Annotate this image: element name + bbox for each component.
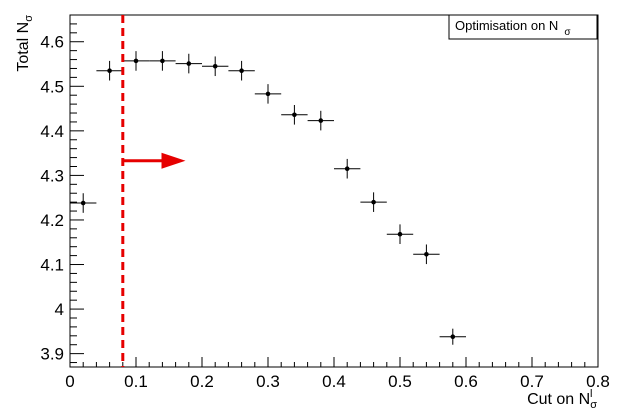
y-axis-title-subscript: σ (23, 15, 35, 22)
x-tick-label: 0.4 (322, 372, 346, 391)
x-axis-title: Cut on Nσl (527, 388, 597, 411)
data-point (149, 51, 176, 71)
y-tick-label: 4.5 (40, 77, 64, 96)
y-tick-label: 4 (55, 300, 64, 319)
data-marker (424, 251, 429, 257)
axis-ticks: 0 0.1 0.2 0.3 0.4 0.5 0.6 0.7 0.8 3.9 4 4.1 4.2 4.3 4.… (40, 14, 610, 391)
y-tick-label: 4.2 (40, 211, 64, 230)
x-axis-title-text: Cut on N (527, 391, 590, 408)
data-point (254, 84, 282, 104)
y-axis-title: Total Nσ (15, 15, 35, 72)
legend-box: Optimisation on N σ (448, 14, 598, 40)
data-point (175, 53, 202, 74)
x-tick-label: 0.2 (190, 372, 214, 391)
data-marker (318, 118, 324, 123)
data-point (413, 244, 440, 265)
data-marker (292, 112, 297, 118)
data-point (202, 56, 229, 77)
y-tick-label: 3.9 (40, 345, 64, 364)
data-marker (344, 166, 350, 172)
x-tick-label: 0.7 (520, 372, 544, 391)
data-marker (450, 334, 456, 340)
x-tick-label: 0.3 (256, 372, 280, 391)
y-tick-label: 4.3 (40, 166, 64, 185)
data-marker (212, 63, 218, 69)
data-marker (186, 61, 192, 66)
data-point (307, 110, 334, 131)
legend-subscript: σ (564, 27, 571, 38)
legend-label: Optimisation on N (455, 18, 558, 33)
y-tick-label: 4.1 (40, 256, 64, 275)
data-marker (397, 231, 403, 237)
data-point (96, 60, 123, 81)
y-axis-title-text: Total N (15, 22, 32, 72)
x-tick-label: 0.5 (388, 372, 412, 391)
data-point (281, 105, 308, 125)
data-marker (107, 68, 112, 73)
data-point (228, 60, 255, 81)
data-marker (371, 199, 376, 205)
y-tick-label: 4.6 (40, 33, 64, 52)
data-marker (239, 68, 244, 73)
x-tick-label: 0.8 (586, 372, 610, 391)
data-point (386, 224, 414, 245)
y-tick-label: 4.4 (40, 122, 64, 141)
data-marker (80, 200, 86, 206)
data-point (439, 328, 466, 345)
data-point (360, 192, 387, 212)
data-marker (160, 58, 165, 64)
x-tick-label: 0.6 (454, 372, 478, 391)
cut-overlay (121, 15, 186, 367)
data-marker (265, 91, 271, 97)
data-point (334, 158, 361, 179)
data-point (70, 193, 97, 213)
arrow-head (161, 152, 186, 169)
x-tick-label: 0 (65, 372, 74, 391)
x-axis-title-subscript: σ (590, 399, 597, 411)
x-axis-title-superscript: l (590, 388, 592, 400)
data-marker (133, 58, 139, 64)
plot-frame (69, 14, 599, 368)
x-tick-label: 0.1 (124, 372, 148, 391)
data-points (70, 51, 466, 345)
data-point (122, 51, 150, 71)
svg-text:Optimisation on Nσ: Optimisation on N σ (455, 18, 571, 38)
